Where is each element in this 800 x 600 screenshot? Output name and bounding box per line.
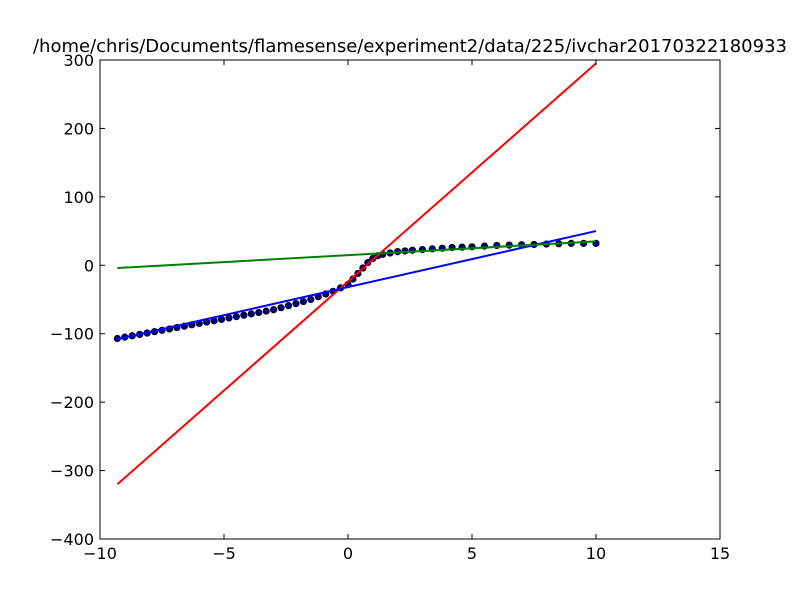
data-point (299, 297, 307, 306)
plot-frame (99, 59, 721, 540)
data-point (225, 314, 233, 322)
y-tick-label: −400 (50, 530, 94, 549)
data-point (255, 308, 263, 317)
x-tick-label: −10 (83, 544, 117, 563)
data-point (277, 304, 285, 312)
data-point (247, 310, 255, 318)
data-point (240, 311, 248, 319)
y-tick-label: 300 (63, 51, 94, 70)
x-tick-label: 0 (343, 544, 353, 563)
y-tick-label: 0 (84, 256, 94, 275)
data-point (307, 295, 315, 304)
x-tick-label: 10 (586, 544, 606, 563)
y-tick-label: −300 (50, 462, 94, 481)
data-point (292, 300, 300, 308)
series-line (116, 62, 597, 486)
data-point (284, 302, 293, 310)
chart-title: /home/chris/Documents/flamesense/experim… (33, 36, 787, 57)
x-tick-label: 15 (710, 544, 730, 563)
ticks-layer: −10 −5 0 5 10 15 −400 −300 −200 −100 0 100 200 300 (50, 51, 730, 563)
y-tick-label: −100 (50, 325, 94, 344)
x-tick-label: 5 (467, 544, 477, 563)
y-tick-label: 100 (63, 188, 94, 207)
series-line (117, 240, 597, 270)
data-point (232, 313, 240, 321)
data-point (262, 307, 270, 315)
series-layer (113, 62, 600, 486)
data-point (269, 306, 278, 314)
series-line (117, 230, 597, 341)
y-tick-label: 200 (63, 119, 94, 138)
x-tick-label: −5 (212, 544, 236, 563)
y-tick-label: −200 (50, 393, 94, 412)
